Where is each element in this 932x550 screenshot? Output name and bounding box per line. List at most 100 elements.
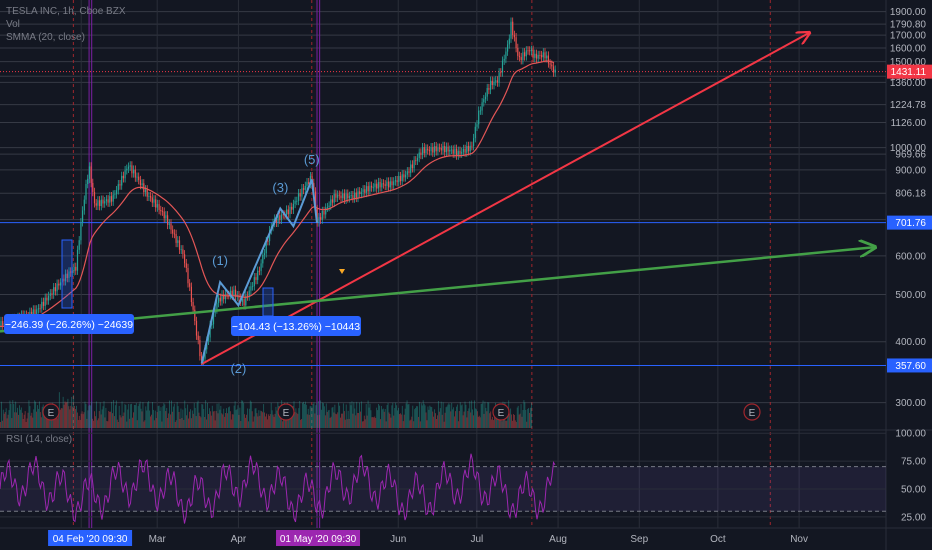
candle-body [542, 52, 544, 58]
volume-bar [427, 406, 429, 428]
candle-body [447, 146, 449, 152]
volume-bar [13, 404, 15, 428]
candle-body [151, 197, 153, 203]
candle-body [350, 195, 352, 196]
volume-bar [228, 407, 229, 428]
candle-body [88, 166, 90, 179]
candle-body [144, 189, 147, 193]
earnings-marker [492, 403, 510, 421]
volume-bar [84, 401, 86, 428]
candle-body [338, 194, 340, 196]
volume-bar [243, 403, 245, 428]
volume-bar [94, 411, 95, 428]
candle-body [70, 271, 72, 273]
volume-bar [263, 404, 265, 428]
volume-bar [12, 400, 14, 428]
volume-bar [375, 417, 377, 428]
volume-bar [105, 407, 107, 428]
volume-bar [196, 402, 198, 428]
alert-marker [339, 269, 345, 274]
volume-bar [9, 400, 11, 428]
volume-bar [33, 409, 35, 428]
candle-body [46, 297, 48, 301]
volume-bar [501, 421, 503, 428]
candle-body [141, 183, 143, 186]
volume-bar [404, 408, 406, 428]
candle-body [185, 263, 187, 268]
legend-smma[interactable]: SMMA (20, close) [6, 32, 85, 43]
volume-bar [273, 416, 275, 428]
volume-bar [470, 412, 472, 428]
volume-bar [361, 421, 363, 428]
candle-body [97, 200, 99, 206]
volume-bar [7, 414, 9, 428]
candle-body [552, 66, 555, 73]
volume-bar [530, 407, 531, 428]
elliott-wave-path [200, 179, 318, 364]
volume-bar [91, 401, 93, 428]
volume-bar [484, 401, 486, 428]
volume-bar [275, 406, 277, 428]
volume-bar [411, 416, 413, 428]
wave-label: (2) [230, 361, 246, 376]
volume-bar [259, 415, 261, 428]
volume-bar [99, 402, 101, 428]
legend-symbol[interactable]: TESLA INC, 1h, Cboe BZX [6, 6, 126, 17]
candle-body [401, 174, 403, 182]
candle-body [173, 233, 175, 235]
volume-bar [266, 419, 268, 428]
volume-bar [377, 410, 379, 428]
volume-bar [478, 415, 480, 428]
candle-body [265, 241, 267, 254]
volume-bar [220, 405, 222, 428]
legend-volume[interactable]: Vol [6, 19, 20, 30]
candle-body [291, 206, 293, 210]
legend-rsi[interactable]: RSI (14, close) [6, 434, 73, 445]
candle-body [73, 266, 75, 272]
volume-bar [339, 405, 341, 428]
volume-bar [488, 402, 490, 428]
candle-body [326, 207, 328, 208]
volume-bar [528, 407, 530, 428]
volume-bar [228, 406, 230, 428]
volume-bar [167, 418, 169, 428]
candle-body [420, 152, 422, 155]
candle-body [391, 181, 393, 186]
candle-body [129, 165, 131, 167]
rsi-line [0, 453, 556, 524]
volume-bar [466, 417, 468, 428]
volume-bar [82, 414, 84, 428]
volume-bar [148, 401, 150, 428]
candle-body [263, 253, 266, 256]
volume-bar [400, 414, 402, 428]
volume-bar [279, 409, 281, 428]
candle-body [156, 204, 158, 208]
volume-bar [213, 411, 215, 428]
volume-bar [485, 407, 487, 428]
candle-body [551, 64, 553, 67]
volume-bar [257, 416, 259, 428]
volume-bar [349, 402, 351, 428]
candle-body [248, 290, 250, 297]
volume-bar [19, 409, 21, 428]
candle-body [359, 191, 361, 195]
volume-bar [397, 410, 398, 428]
candle-body [105, 199, 107, 202]
volume-bar [407, 404, 409, 428]
volume-bar [511, 414, 512, 428]
candle-body [75, 266, 77, 271]
volume-bar [48, 419, 50, 428]
candle-body [508, 38, 510, 45]
volume-bar [476, 411, 478, 428]
rsi-tick-label: 50.00 [901, 484, 926, 495]
volume-bar [418, 401, 420, 428]
volume-bar [347, 410, 349, 428]
candle-body [457, 150, 459, 156]
candle-body [393, 181, 395, 186]
candle-body [76, 249, 79, 271]
volume-bar [46, 419, 48, 428]
volume-bar [283, 415, 284, 428]
candle-body [466, 145, 468, 153]
volume-bar [459, 402, 461, 428]
